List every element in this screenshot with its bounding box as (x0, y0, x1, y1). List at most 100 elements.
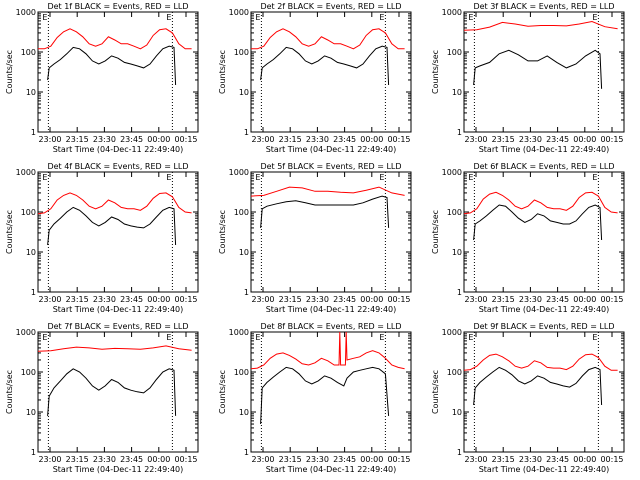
chart-title: Det 4f BLACK = Events, RED = LLD (47, 162, 188, 171)
chart-title: Det 5f BLACK = Events, RED = LLD (260, 162, 401, 171)
detector-chart-2: Det 2f BLACK = Events, RED = LLD 1 10 100 10… (218, 2, 412, 154)
detector-chart-9: Det 9f BLACK = Events, RED = LLD 1 10 100 10… (431, 322, 625, 474)
x-tick-label: 00:00 (360, 135, 383, 144)
y-tick-label: 1000 (442, 168, 462, 177)
y-tick-label: 1 (31, 448, 36, 457)
x-axis-label: Start Time (04-Dec-11 22:49:40) (266, 145, 397, 154)
y-tick-label: 100 (234, 48, 249, 57)
event-marker-label: E (42, 13, 47, 22)
y-tick-label: 10 (26, 408, 36, 417)
y-tick-label: 1000 (16, 168, 36, 177)
detector-chart-5: Det 5f BLACK = Events, RED = LLD 1 10 100 10… (218, 162, 412, 314)
x-tick-label: 00:15 (387, 455, 410, 464)
x-tick-label: 23:00 (38, 295, 61, 304)
y-axis-label: Counts/sec (431, 370, 440, 414)
x-tick-label: 00:00 (573, 455, 596, 464)
x-tick-label: 23:30 (306, 455, 329, 464)
x-axis-label: Start Time (04-Dec-11 22:49:40) (266, 305, 397, 314)
chart-title: Det 7f BLACK = Events, RED = LLD (47, 322, 188, 331)
y-tick-label: 1 (244, 288, 249, 297)
x-tick-label: 23:15 (66, 455, 89, 464)
y-tick-label: 100 (21, 368, 36, 377)
chart-title: Det 1f BLACK = Events, RED = LLD (47, 2, 188, 11)
y-tick-label: 10 (239, 248, 249, 257)
detector-chart-8: Det 8f BLACK = Events, RED = LLD 1 10 100 10… (218, 322, 412, 474)
detector-chart-6: Det 6f BLACK = Events, RED = LLD 1 10 100 10… (431, 162, 625, 314)
y-tick-label: 100 (21, 208, 36, 217)
x-tick-label: 23:15 (492, 135, 515, 144)
y-tick-label: 1 (244, 128, 249, 137)
y-tick-label: 10 (452, 408, 462, 417)
x-tick-label: 23:30 (519, 455, 542, 464)
y-axis-label: Counts/sec (218, 210, 227, 254)
x-tick-label: 23:45 (546, 295, 569, 304)
x-tick-label: 23:00 (464, 295, 487, 304)
y-axis-label: Counts/sec (218, 50, 227, 94)
y-tick-label: 100 (447, 208, 462, 217)
x-tick-label: 00:15 (387, 135, 410, 144)
x-tick-label: 23:00 (251, 455, 274, 464)
chart-title: Det 9f BLACK = Events, RED = LLD (473, 322, 614, 331)
x-tick-label: 00:15 (600, 135, 623, 144)
event-marker-label: E (255, 333, 260, 342)
x-tick-label: 23:00 (251, 135, 274, 144)
detector-chart-1: Det 1f BLACK = Events, RED = LLD 1 10 100 10… (5, 2, 199, 154)
y-tick-label: 100 (234, 368, 249, 377)
detector-chart-3: Det 3f BLACK = Events, RED = LLD 1 10 100 10… (431, 2, 625, 154)
plot-frame (37, 331, 199, 453)
x-tick-label: 23:00 (464, 455, 487, 464)
y-tick-label: 1000 (229, 168, 249, 177)
event-marker-label: E (468, 173, 473, 182)
y-tick-label: 1 (457, 128, 462, 137)
x-tick-label: 23:45 (120, 455, 143, 464)
x-tick-label: 23:00 (464, 135, 487, 144)
y-axis-label: Counts/sec (5, 50, 14, 94)
x-tick-label: 23:30 (306, 135, 329, 144)
plot-frame (250, 11, 412, 133)
x-axis-label: Start Time (04-Dec-11 22:49:40) (479, 145, 610, 154)
plot-frame (37, 11, 199, 133)
x-axis-label: Start Time (04-Dec-11 22:49:40) (266, 465, 397, 474)
x-tick-label: 23:00 (38, 135, 61, 144)
y-tick-label: 10 (239, 88, 249, 97)
x-tick-label: 00:00 (573, 135, 596, 144)
y-tick-label: 100 (234, 208, 249, 217)
event-marker-label: E (379, 173, 384, 182)
x-tick-label: 23:45 (333, 455, 356, 464)
y-tick-label: 10 (26, 248, 36, 257)
x-axis-label: Start Time (04-Dec-11 22:49:40) (53, 465, 184, 474)
x-tick-label: 23:45 (333, 135, 356, 144)
x-tick-label: 23:15 (279, 135, 302, 144)
x-tick-label: 00:15 (600, 295, 623, 304)
x-tick-label: 00:15 (174, 135, 197, 144)
x-tick-label: 23:30 (306, 295, 329, 304)
x-tick-label: 23:45 (546, 135, 569, 144)
chart-title: Det 2f BLACK = Events, RED = LLD (260, 2, 401, 11)
y-tick-label: 1000 (229, 8, 249, 17)
lld-series-line (251, 28, 405, 50)
detector-chart-7: Det 7f BLACK = Events, RED = LLD 1 10 100 10… (5, 322, 199, 474)
y-tick-label: 1000 (16, 8, 36, 17)
x-tick-label: 00:00 (573, 295, 596, 304)
events-series-line (473, 204, 603, 241)
lld-series-line (250, 331, 405, 370)
event-marker-label: E (379, 333, 384, 342)
y-tick-label: 1000 (442, 328, 462, 337)
event-marker-label: E (379, 13, 384, 22)
x-tick-label: 23:45 (333, 295, 356, 304)
events-series-line (47, 368, 177, 416)
events-series-line (260, 195, 390, 228)
x-axis-label: Start Time (04-Dec-11 22:49:40) (53, 145, 184, 154)
x-tick-label: 23:45 (546, 455, 569, 464)
event-marker-label: E (42, 333, 47, 342)
event-marker-label: E (468, 13, 473, 22)
x-tick-label: 23:15 (279, 295, 302, 304)
y-tick-label: 10 (452, 248, 462, 257)
event-marker-label: E (592, 173, 597, 182)
event-marker-label: E (166, 13, 171, 22)
y-tick-label: 1 (457, 448, 462, 457)
event-marker-label: E (468, 333, 473, 342)
y-tick-label: 10 (26, 88, 36, 97)
y-axis-label: Counts/sec (5, 210, 14, 254)
